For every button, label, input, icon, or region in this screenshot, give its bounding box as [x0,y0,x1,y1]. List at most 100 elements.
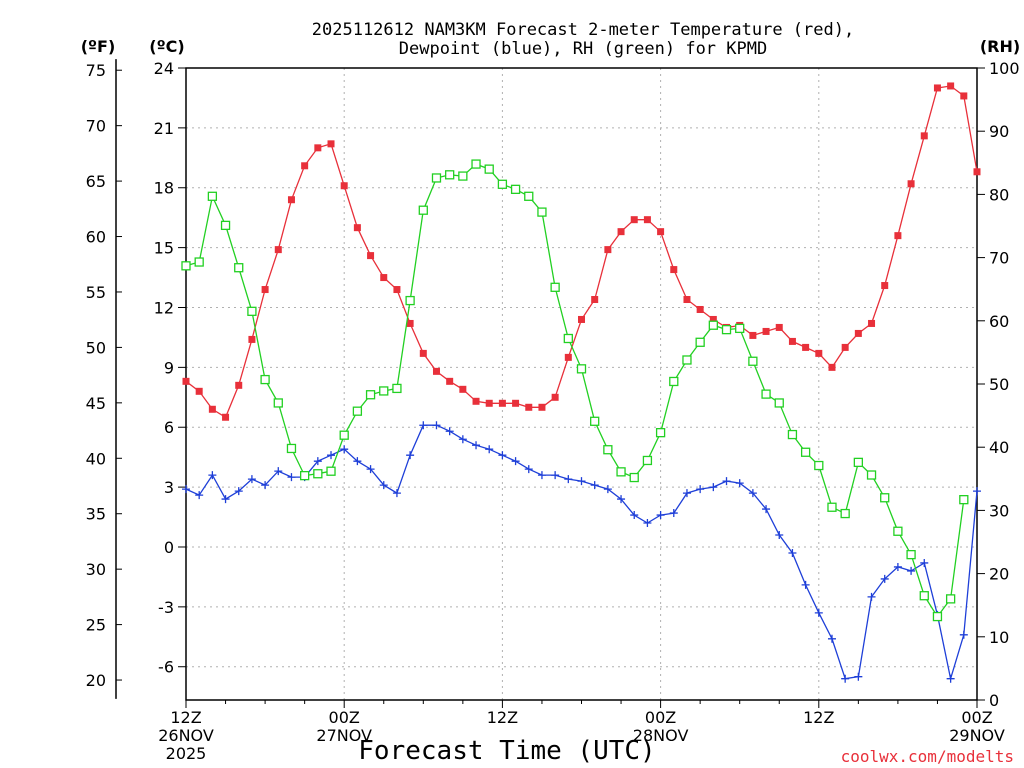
data-point [709,483,718,492]
data-point [563,333,573,344]
fahrenheit-tick-label: 65 [86,172,106,191]
data-point [445,170,455,180]
data-point [313,469,323,479]
data-point [788,337,796,345]
fahrenheit-tick-label: 35 [86,505,106,524]
data-point [537,471,546,480]
data-point [576,364,587,374]
rh-tick-label: 80 [989,185,1009,204]
data-point [906,549,916,560]
data-point [538,403,546,411]
fahrenheit-tick-label: 45 [86,394,106,413]
data-point [815,349,823,357]
x-tick-label: 2025 [166,744,207,763]
data-point [669,509,678,518]
celsius-tick-label: 15 [154,239,174,258]
data-point [273,398,283,408]
celsius-tick-label: 18 [154,179,174,198]
data-point [365,390,376,400]
data-point [327,451,336,460]
data-point [802,343,810,351]
fahrenheit-tick-label: 60 [86,228,106,247]
data-point [893,526,903,536]
data-point [182,485,190,494]
data-point [287,196,295,204]
data-point [617,228,625,236]
series-line [185,163,965,618]
data-point [353,224,361,232]
celsius-tick-label: 9 [164,358,174,377]
data-point [643,216,651,224]
data-point [853,457,863,468]
x-tick-label: 00Z [329,708,360,727]
data-point [432,367,440,375]
x-tick-label: 12Z [487,708,518,727]
data-point [945,594,956,604]
data-point [472,397,480,405]
data-point [735,479,744,488]
data-point [721,324,732,335]
celsius-tick-label: 24 [154,59,174,78]
data-point [590,416,600,426]
data-point [340,182,348,190]
data-point [537,207,547,217]
fahrenheit-tick-label: 30 [86,560,106,579]
data-point [973,168,981,176]
data-point [261,481,270,490]
data-point [775,531,784,540]
x-tick-label: 00Z [961,708,992,727]
rh-unit-label: (RH) [980,37,1020,56]
data-point [629,472,639,483]
data-point [392,489,401,498]
data-point [195,387,203,395]
data-point [748,356,758,366]
data-point [380,274,388,282]
rh-tick-label: 50 [989,375,1009,394]
data-point [510,184,521,194]
data-point [787,429,798,440]
fahrenheit-unit-label: (ºF) [81,37,116,56]
data-point [657,228,665,236]
data-point [682,355,692,365]
data-point [577,477,586,486]
fahrenheit-tick-label: 40 [86,449,106,468]
data-point [564,353,572,361]
data-point [946,674,955,683]
data-point [524,465,533,474]
fahrenheit-tick-label: 75 [86,61,106,80]
data-point [880,574,889,583]
data-point [314,144,322,152]
data-point [234,263,244,273]
chart-title-line2: Dewpoint (blue), RH (green) for KPMD [399,39,767,59]
data-point [630,511,639,520]
celsius-tick-label: 21 [154,119,174,138]
data-point [630,216,638,224]
data-point [932,611,943,622]
data-point [379,386,389,396]
data-point [578,315,585,323]
data-point [959,630,968,639]
data-point [840,508,850,519]
data-point [301,162,309,170]
data-point [313,457,322,466]
celsius-tick-label: 12 [154,298,174,317]
data-point [642,455,653,466]
celsius-tick-label: 6 [164,418,174,437]
data-point [221,495,230,504]
data-point [367,252,375,260]
data-point [497,179,508,189]
data-point [352,406,363,416]
rh-tick-label: 20 [989,565,1009,584]
data-point [801,580,810,589]
rh-tick-label: 40 [989,438,1009,457]
data-point [841,674,850,683]
data-point [695,337,705,347]
data-point [590,481,599,490]
data-point [512,399,520,407]
data-point [458,171,468,181]
data-point [920,132,928,140]
axes: 24211815129630-3-612Z26NOV202500Z27NOV12… [86,59,1020,763]
data-point [775,323,783,331]
data-point [248,335,256,343]
